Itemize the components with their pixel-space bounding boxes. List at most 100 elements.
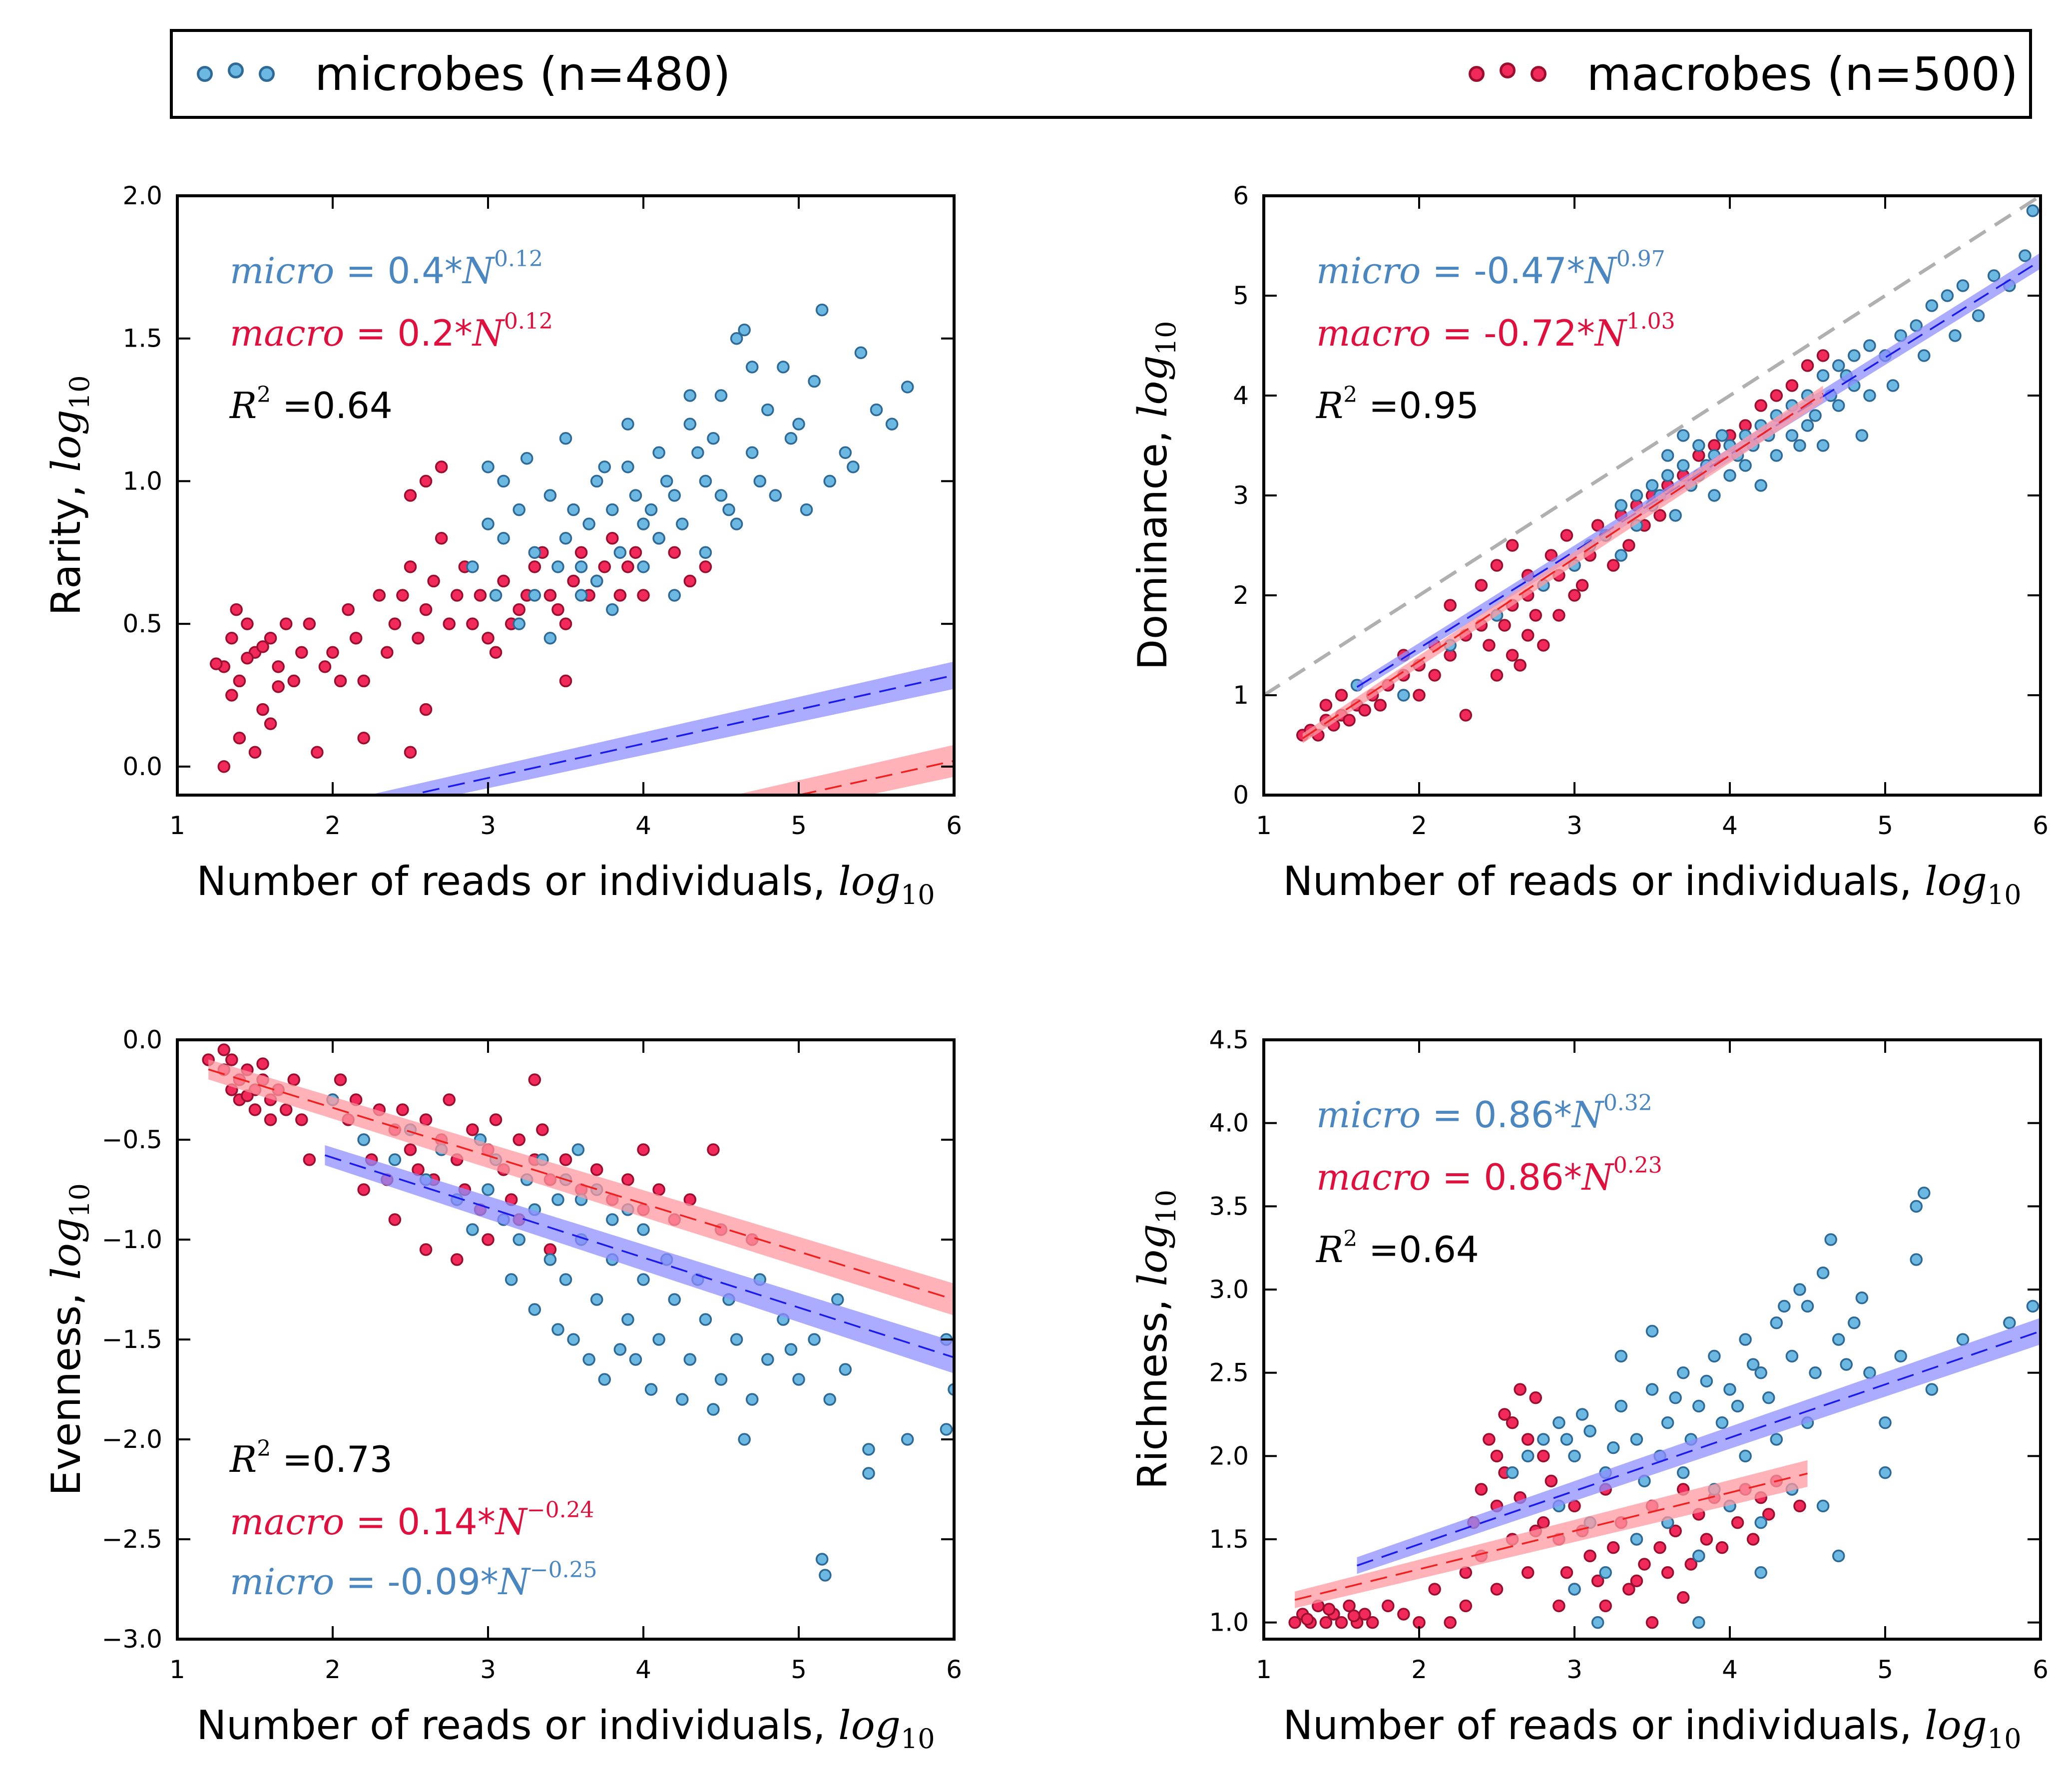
point-macro (241, 651, 254, 665)
point-macro (1288, 1616, 1301, 1629)
point-micro (1879, 1416, 1892, 1429)
point-micro (1816, 439, 1830, 452)
x-tick-label: 4 (1722, 1655, 1738, 1684)
point-macro (489, 1113, 503, 1126)
point-micro (1785, 429, 1799, 442)
point-micro (1918, 349, 1931, 362)
point-macro (287, 1073, 300, 1086)
point-micro (1397, 689, 1410, 702)
point-micro (629, 1353, 642, 1366)
point-micro (823, 474, 836, 488)
point-micro (901, 1433, 914, 1446)
point-macro (230, 603, 243, 616)
plot-frame (176, 1038, 956, 1641)
annotation-micro: micro = -0.09*N−0.25 (230, 1557, 597, 1603)
y-tick-label: −1.0 (102, 1225, 162, 1254)
point-micro (528, 1303, 541, 1316)
y-tick-label: −2.0 (102, 1425, 162, 1454)
point-micro (590, 1293, 603, 1306)
fit-band-macro (1295, 1460, 1808, 1608)
x-tick-label: 2 (1411, 811, 1427, 840)
point-micro (691, 446, 704, 459)
point-macro (443, 1093, 456, 1106)
point-macro (1319, 699, 1333, 712)
point-macro (225, 1053, 238, 1066)
point-micro (745, 446, 759, 459)
point-micro (1863, 389, 1876, 402)
point-micro (1739, 1333, 1752, 1346)
point-micro (1848, 349, 1861, 362)
point-micro (1599, 1566, 1612, 1579)
point-micro (543, 489, 557, 502)
point-micro (1855, 1291, 1869, 1305)
point-micro (482, 1183, 495, 1196)
point-macro (373, 589, 386, 602)
point-macro (1575, 579, 1589, 592)
point-micro (668, 1293, 681, 1306)
point-micro (1715, 1416, 1729, 1429)
point-micro (1614, 549, 1628, 562)
point-macro (1506, 539, 1519, 552)
plot-area-evenness (202, 1043, 954, 1582)
y-tick-label: 0.5 (122, 609, 162, 638)
point-macro (590, 1163, 603, 1176)
point-micro (598, 1373, 611, 1386)
point-micro (730, 1333, 743, 1346)
point-macro (1645, 1616, 1659, 1629)
point-macro (1382, 1599, 1395, 1613)
point-macro (1366, 1616, 1379, 1629)
x-tick-label: 1 (169, 1655, 185, 1684)
legend-item-microbes: microbes (n=480) (197, 32, 731, 116)
point-micro (1956, 1333, 1970, 1346)
point-micro (2003, 1316, 2016, 1330)
point-micro (1630, 1533, 1643, 1546)
legend-label-microbes: microbes (n=480) (315, 47, 731, 101)
point-macro (264, 717, 277, 730)
point-macro (482, 1233, 495, 1246)
point-macro (1397, 1608, 1410, 1621)
point-micro (1832, 399, 1845, 412)
x-axis-label: Number of reads or individuals, log10 (1283, 858, 2021, 910)
point-micro (357, 1133, 370, 1146)
point-micro (497, 531, 510, 545)
y-tick-label: 1.0 (1209, 1608, 1249, 1637)
fit-band-micro (1357, 1318, 2041, 1574)
point-micro (862, 1443, 875, 1456)
point-micro (901, 381, 914, 394)
point-macro (1607, 559, 1620, 572)
point-micro (497, 474, 510, 488)
y-tick-label: 3 (1233, 481, 1249, 510)
point-macro (1475, 579, 1488, 592)
point-macro (1622, 539, 1635, 552)
point-micro (745, 1393, 759, 1406)
y-tick-label: 0.0 (122, 1025, 162, 1054)
point-macro (489, 646, 503, 659)
y-tick-label: 6 (1233, 181, 1249, 210)
point-macro (1537, 1449, 1550, 1463)
point-micro (1785, 1349, 1799, 1363)
point-micro (637, 560, 650, 573)
fit-line-macro (1294, 1472, 1808, 1601)
plot-area-dominance (1264, 196, 2041, 744)
y-tick-label: 0 (1233, 781, 1249, 810)
point-micro (1731, 1399, 1744, 1413)
point-micro (1614, 1349, 1628, 1363)
point-micro (543, 1253, 557, 1266)
point-micro (1661, 469, 1674, 482)
point-macro (342, 603, 355, 616)
point-macro (528, 560, 541, 573)
point-macro (1490, 1449, 1504, 1463)
fit-line-macro (208, 1068, 954, 1301)
point-macro (217, 760, 231, 773)
point-macro (1521, 1566, 1535, 1579)
point-macro (256, 1057, 269, 1070)
reference-line (1264, 196, 2041, 697)
point-macro (412, 631, 425, 645)
point-micro (2026, 1300, 2040, 1313)
point-micro (660, 474, 673, 488)
y-tick-label: 2.0 (122, 181, 162, 210)
point-macro (1599, 1599, 1612, 1613)
y-tick-label: 1.5 (122, 324, 162, 353)
x-tick-label: 5 (1877, 811, 1893, 840)
point-macro (287, 674, 300, 688)
